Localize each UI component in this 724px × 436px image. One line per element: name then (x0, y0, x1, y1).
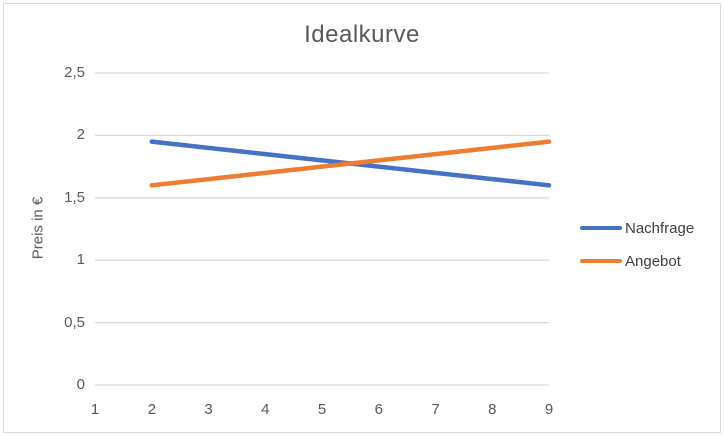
legend-label: Angebot (625, 252, 681, 270)
legend: Nachfrage Angebot (580, 217, 694, 272)
legend-item-angebot: Angebot (580, 250, 694, 272)
series-line-angebot (149, 139, 552, 188)
legend-label: Nachfrage (625, 219, 695, 237)
chart-title: Idealkurve (304, 21, 420, 48)
legend-line-icon (580, 258, 622, 264)
legend-line-icon (580, 225, 622, 231)
legend-item-nachfrage: Nachfrage (580, 217, 694, 239)
